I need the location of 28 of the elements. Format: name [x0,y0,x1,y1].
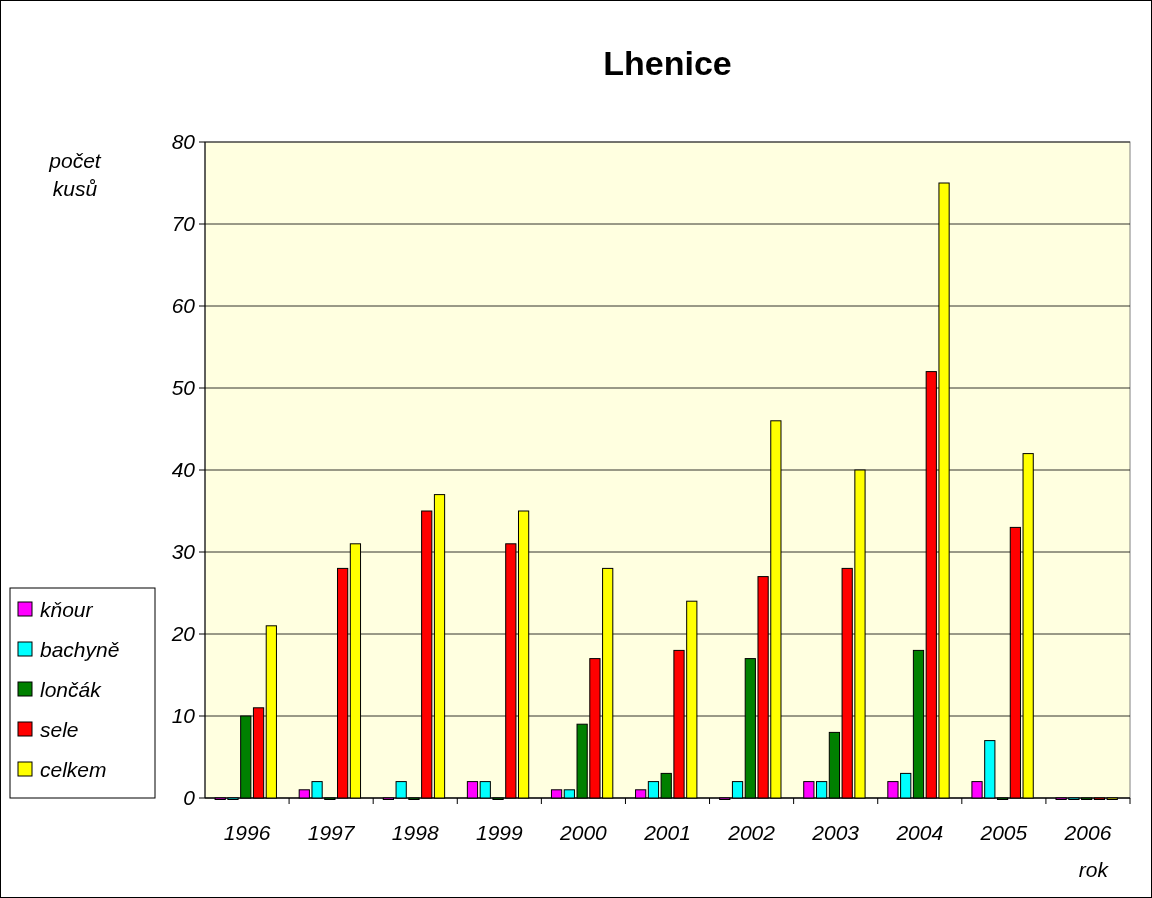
legend-label: celkem [40,758,107,781]
x-tick-label: 2001 [643,821,691,844]
x-tick-label: 1998 [391,821,439,844]
y-tick-label: 70 [171,212,196,235]
legend-label: sele [40,718,79,741]
y-tick-label: 80 [171,130,196,153]
legend-label: kňour [40,598,94,621]
y-tick-label: 60 [171,294,196,317]
x-tick-label: 2006 [1063,821,1112,844]
y-tick-label: 0 [183,786,196,809]
x-tick-label: 2004 [895,821,944,844]
legend-label: lončák [40,678,103,701]
x-tick-label: 1997 [307,821,356,844]
x-axis-title: rok [1078,858,1110,881]
x-tick-label: 2003 [811,821,860,844]
x-tick-label: 2005 [979,821,1028,844]
x-tick-label: 2002 [727,821,776,844]
x-tick-label: 1999 [475,821,523,844]
legend-label: bachyně [40,638,120,661]
y-axis-title: počet kusů [48,149,102,200]
chart-title: Lhenice [603,44,732,82]
y-tick-label: 50 [171,376,196,399]
x-tick-label: 2000 [559,821,608,844]
y-tick-label: 40 [171,458,196,481]
y-tick-label: 30 [171,540,196,563]
y-tick-label: 10 [171,704,196,727]
y-tick-label: 20 [170,622,196,645]
x-tick-label: 1996 [223,821,271,844]
